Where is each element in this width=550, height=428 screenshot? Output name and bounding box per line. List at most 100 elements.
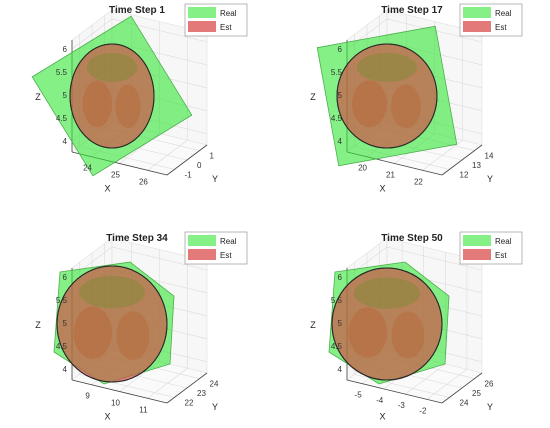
est-facet-shade [352, 80, 387, 128]
est-facet-shade [116, 311, 150, 360]
x-tick-label: -3 [398, 401, 406, 410]
z-gridline [71, 18, 208, 50]
y-tick-label: 24 [210, 380, 219, 389]
x-gridline [422, 28, 463, 171]
x-axis-label: X [379, 184, 385, 194]
z-axis-label: Z [35, 320, 41, 330]
legend-swatch-est [463, 21, 491, 32]
chart-title: Time Step 34 [106, 233, 168, 244]
z-tick-label: 5 [63, 319, 68, 328]
y-axis-label: Y [212, 402, 218, 412]
x-tick-label: 20 [358, 164, 367, 173]
x-tick-label: 24 [83, 164, 92, 173]
y-axis-line [166, 372, 208, 404]
legend-swatch-real [188, 7, 216, 18]
est-facet-shade [115, 84, 141, 129]
legend-label-est: Est [220, 23, 232, 32]
est-outline [56, 265, 168, 383]
y-tick-label: -1 [185, 170, 193, 179]
x-tick-label: 10 [111, 399, 120, 408]
z-tick-label: 5.5 [331, 68, 343, 77]
chart-title: Time Step 17 [381, 5, 443, 16]
legend-label-real: Real [220, 9, 237, 18]
est-top-shade [86, 52, 138, 82]
est-outline [69, 43, 155, 149]
x-tick-label: 21 [386, 171, 395, 180]
z-tick-label: 4 [338, 365, 343, 374]
est-facet-shade [82, 80, 113, 128]
z-tick-label: 5 [338, 91, 343, 100]
x-tick-label: 22 [414, 177, 423, 186]
z-tick-label: 6 [63, 45, 68, 54]
x-axis-line [71, 379, 168, 404]
z-tick-label: 5.5 [56, 296, 68, 305]
legend: Real Est [184, 3, 248, 37]
legend: Real Est [184, 231, 248, 265]
est-facet-shade [73, 306, 112, 359]
x-axis-label: X [104, 184, 110, 194]
est-facet-shade [391, 311, 425, 359]
z-tick-label: 4 [63, 365, 68, 374]
z-tick-label: 5.5 [56, 68, 68, 77]
legend-label-est: Est [495, 23, 507, 32]
y-tick-label: 22 [185, 398, 194, 407]
z-gridline [346, 18, 483, 50]
est-facet-shade [391, 84, 421, 129]
x-tick-label: 25 [111, 171, 120, 180]
est-outline [331, 267, 443, 381]
z-tick-label: 4.5 [56, 114, 68, 123]
y-axis-line [441, 372, 483, 404]
y-axis-label: Y [487, 174, 493, 184]
est-outline [336, 43, 438, 149]
legend-label-est: Est [495, 251, 507, 260]
y-axis-line [441, 144, 483, 176]
x-tick-label: 26 [139, 177, 148, 186]
x-tick-label: 11 [139, 405, 148, 414]
x-gridline [426, 257, 468, 400]
est-top-shade [357, 52, 417, 82]
est-top-shade [354, 277, 420, 309]
legend-label-est: Est [220, 251, 232, 260]
z-axis-label: Z [35, 92, 41, 102]
z-tick-label: 5 [338, 319, 343, 328]
z-tick-label: 4 [63, 137, 68, 146]
y-axis-label: Y [487, 402, 493, 412]
legend-label-real: Real [220, 237, 237, 246]
legend-label-real: Real [495, 237, 512, 246]
x-axis-label: X [379, 412, 385, 422]
x-tick-label: -5 [355, 391, 363, 400]
z-axis-label: Z [310, 92, 316, 102]
z-tick-label: 5.5 [331, 296, 343, 305]
z-tick-label: 4.5 [331, 114, 343, 123]
x-tick-label: -4 [376, 396, 384, 405]
z-gridline [346, 246, 483, 278]
y-tick-label: 0 [197, 161, 202, 170]
y-axis-line [166, 144, 208, 176]
x-gridline [147, 256, 188, 399]
y-tick-label: 14 [485, 152, 494, 161]
chart-panel: Time Step 17 Real Est 4 4.5 5 5.5 6 Z 20 21 22 X 1213… [310, 3, 523, 194]
chart-title: Time Step 1 [109, 5, 165, 16]
chart-panel: Time Step 50 Real Est 4 4.5 5 5.5 6 Z -5 -4 -3 -2 X 24… [310, 231, 523, 422]
y-tick-label: 24 [460, 398, 469, 407]
legend-swatch-est [463, 249, 491, 260]
x-tick-label: -2 [419, 406, 427, 415]
legend-swatch-real [463, 235, 491, 246]
legend: Real Est [459, 3, 523, 37]
x-axis-label: X [104, 412, 110, 422]
legend: Real Est [459, 231, 523, 265]
legend-swatch-real [188, 235, 216, 246]
x-axis-line [346, 379, 443, 404]
z-tick-label: 5 [63, 91, 68, 100]
z-tick-label: 4.5 [331, 342, 343, 351]
y-tick-label: 25 [472, 389, 481, 398]
x-gridline [147, 28, 188, 171]
z-tick-label: 4 [338, 137, 343, 146]
legend-swatch-est [188, 249, 216, 260]
est-facet-shade [348, 307, 387, 358]
z-tick-label: 6 [338, 45, 343, 54]
y-tick-label: 13 [472, 161, 481, 170]
chart-panel: Time Step 1 Real Est 4 4.5 5 5.5 6 Z 24 25 26 X -1 01 Y [31, 3, 248, 194]
